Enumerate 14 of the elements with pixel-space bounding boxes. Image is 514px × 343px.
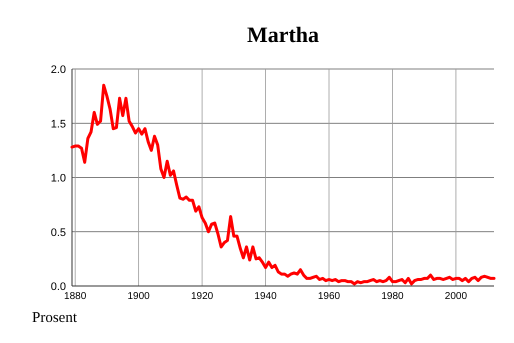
x-tick-label: 1900 bbox=[128, 291, 150, 302]
x-tick-label: 1980 bbox=[381, 291, 404, 302]
y-tick-label: 1.5 bbox=[50, 118, 66, 130]
x-tick-label: 1880 bbox=[64, 291, 87, 302]
y-tick-label: 0.5 bbox=[50, 226, 66, 239]
x-tick-label: 1960 bbox=[318, 291, 341, 302]
x-tick-label: 1920 bbox=[190, 291, 214, 302]
chart-title: Martha bbox=[246, 22, 320, 47]
text: Prosent bbox=[32, 310, 78, 326]
y-tick-label: 1.0 bbox=[50, 172, 66, 184]
x-tick-label: 1940 bbox=[254, 291, 278, 302]
y-tick-label: 2.0 bbox=[50, 64, 66, 76]
y-tick-label: 0.0 bbox=[50, 281, 66, 293]
x-tick-label: 2000 bbox=[444, 291, 468, 302]
